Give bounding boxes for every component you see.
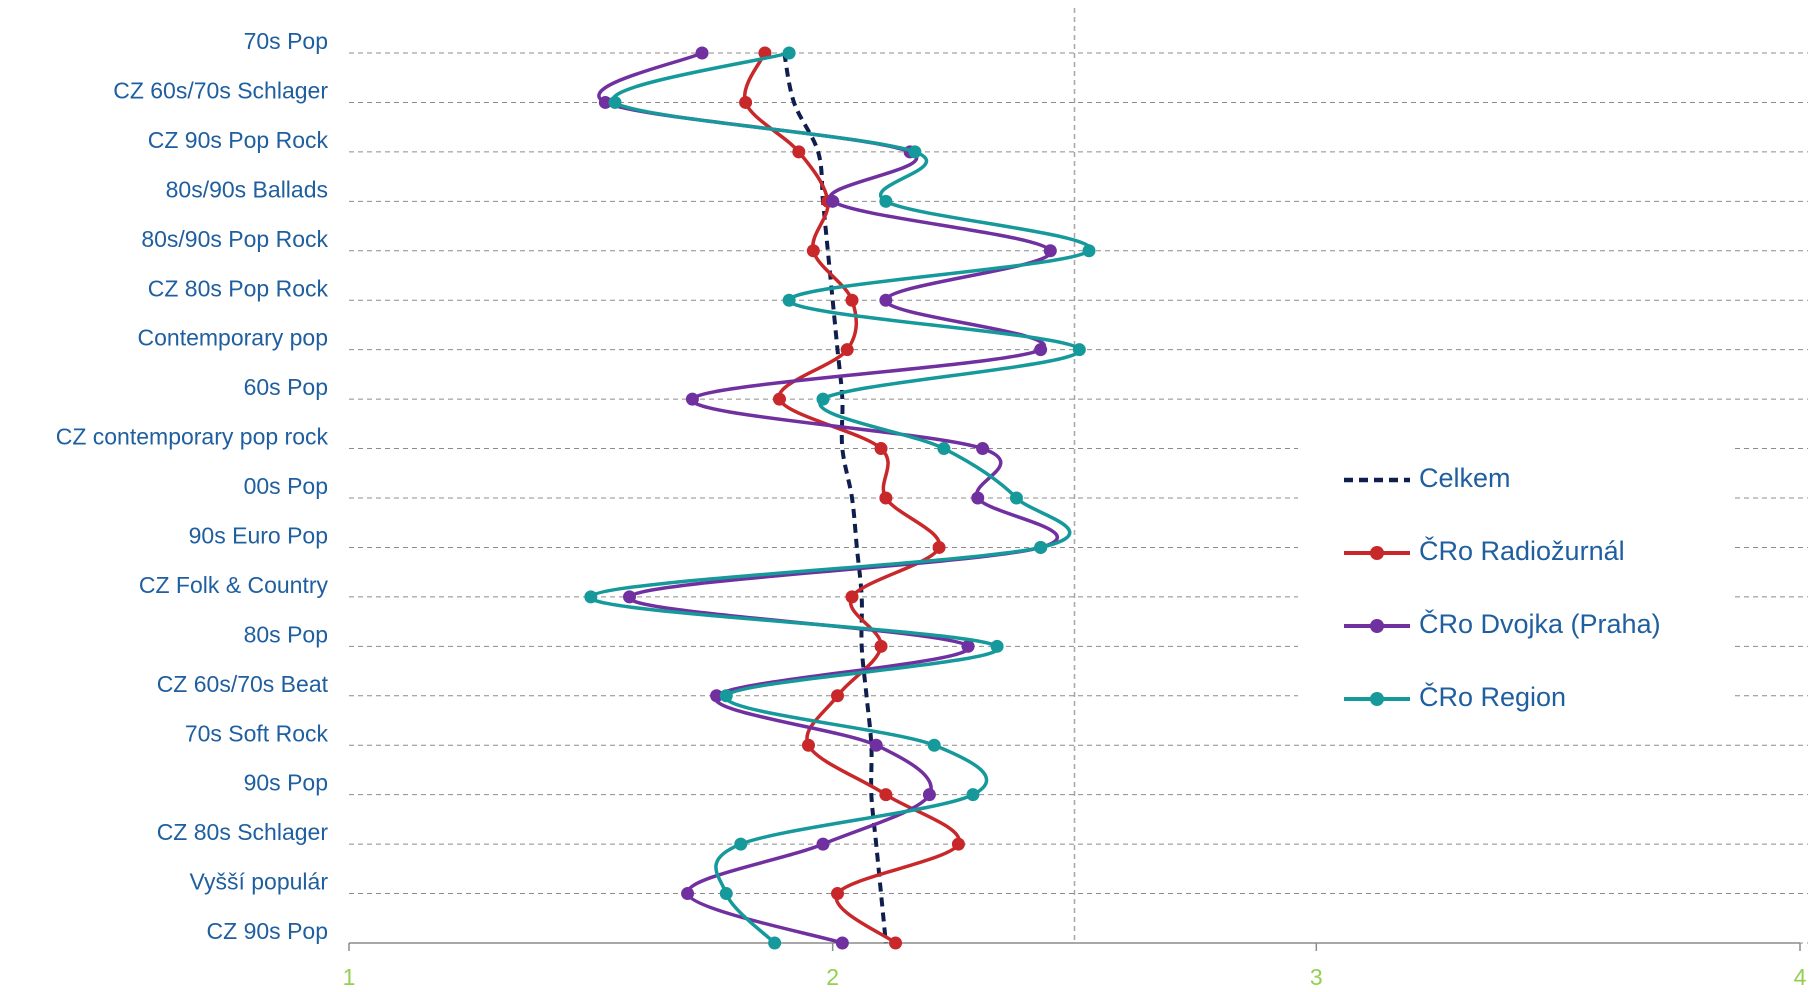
data-point <box>695 46 709 60</box>
x-tick-label: 2 <box>826 964 839 990</box>
data-point <box>598 95 612 109</box>
data-point <box>792 145 806 159</box>
data-point <box>908 145 922 159</box>
y-tick-label: 70s Pop <box>244 28 328 54</box>
x-tick-label: 1 <box>343 964 356 990</box>
data-point <box>927 738 941 752</box>
legend: Celkem ČRo Radiožurnál ČRo Dvojka (Praha) Č… <box>1344 463 1661 712</box>
legend-background <box>1298 444 1731 738</box>
data-point <box>584 590 598 604</box>
y-tick-label: CZ 90s Pop Rock <box>148 127 329 153</box>
data-point <box>845 293 859 307</box>
data-point <box>816 392 830 406</box>
y-tick-label: 80s Pop <box>244 621 328 647</box>
data-point <box>845 590 859 604</box>
y-tick-label: CZ contemporary pop rock <box>56 424 329 450</box>
data-point <box>971 491 985 505</box>
y-tick-label: Contemporary pop <box>138 325 329 351</box>
data-point <box>869 738 883 752</box>
x-tick-label: 4 <box>1794 964 1807 990</box>
series-lines <box>584 46 1096 950</box>
data-point <box>932 540 946 554</box>
data-point <box>937 442 951 456</box>
legend-marker <box>1370 692 1384 706</box>
data-point <box>826 194 840 208</box>
y-tick-label: CZ 90s Pop <box>207 918 328 944</box>
data-point <box>879 293 893 307</box>
data-point <box>831 887 845 901</box>
data-point <box>831 689 845 703</box>
data-point <box>782 46 796 60</box>
data-point <box>951 837 965 851</box>
data-point <box>739 95 753 109</box>
data-point <box>1009 491 1023 505</box>
y-tick-label: 80s/90s Pop Rock <box>141 226 328 252</box>
data-point <box>772 392 786 406</box>
y-tick-label: 00s Pop <box>244 473 328 499</box>
y-tick-label: Vyšší populár <box>190 869 329 895</box>
data-point <box>874 442 888 456</box>
data-point <box>623 590 637 604</box>
data-point <box>879 491 893 505</box>
data-point <box>608 95 622 109</box>
data-point <box>710 689 724 703</box>
x-tick-label: 3 <box>1310 964 1323 990</box>
legend-label: Celkem <box>1419 463 1511 493</box>
y-tick-label: 90s Pop <box>244 770 328 796</box>
y-tick-label: 60s Pop <box>244 374 328 400</box>
y-tick-label: CZ 80s Schlager <box>157 819 329 845</box>
data-point <box>768 936 782 950</box>
data-point <box>874 639 888 653</box>
data-point <box>1034 540 1048 554</box>
data-point <box>879 194 893 208</box>
data-point <box>1072 343 1086 357</box>
data-point <box>976 442 990 456</box>
data-point <box>782 293 796 307</box>
data-point <box>1082 244 1096 258</box>
y-tick-label: 70s Soft Rock <box>185 720 329 746</box>
legend-label: ČRo Radiožurnál <box>1419 535 1625 566</box>
data-point <box>990 639 1004 653</box>
data-point <box>922 788 936 802</box>
y-tick-label: 90s Euro Pop <box>189 523 328 549</box>
y-tick-label: CZ 60s/70s Beat <box>157 671 329 697</box>
y-tick-label: CZ Folk & Country <box>139 572 329 598</box>
grid: 70s Pop CZ 60s/70s Schlager CZ 90s Pop Roc… <box>56 8 1808 990</box>
legend-label: ČRo Dvojka (Praha) <box>1419 608 1661 639</box>
data-point <box>840 343 854 357</box>
data-point <box>806 244 820 258</box>
data-point <box>879 788 893 802</box>
y-tick-label: CZ 60s/70s Schlager <box>113 78 328 104</box>
data-point <box>1034 343 1048 357</box>
legend-marker <box>1370 619 1384 633</box>
data-point <box>719 887 733 901</box>
data-point <box>685 392 699 406</box>
data-point <box>1043 244 1057 258</box>
data-point <box>681 887 695 901</box>
legend-label: ČRo Region <box>1419 681 1566 712</box>
y-tick-label: 80s/90s Ballads <box>166 176 328 202</box>
legend-marker <box>1370 546 1384 560</box>
data-point <box>734 837 748 851</box>
data-point <box>816 837 830 851</box>
data-point <box>719 689 733 703</box>
y-tick-label: CZ 80s Pop Rock <box>148 275 329 301</box>
data-point <box>835 936 849 950</box>
data-point <box>961 639 975 653</box>
data-point <box>801 738 815 752</box>
data-point <box>966 788 980 802</box>
data-point <box>889 936 903 950</box>
